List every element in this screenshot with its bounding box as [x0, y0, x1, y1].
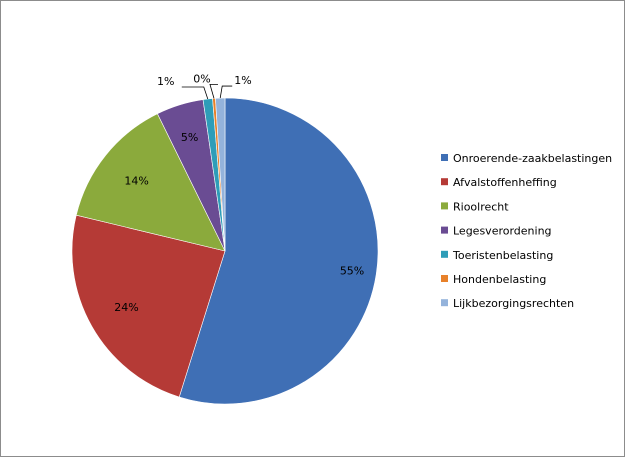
- data-label-rioolrecht: 14%: [124, 174, 148, 187]
- legend-label-hondenbelasting: Hondenbelasting: [453, 273, 546, 286]
- slice-rioolrecht: [75, 113, 226, 252]
- legend-label-onroerende-zaakbelastingen: Onroerende-zaakbelastingen: [453, 152, 612, 165]
- data-label-afvalstoffenheffing: 24%: [114, 301, 138, 314]
- data-label-onroerende-zaakbelastingen: 55%: [340, 264, 364, 277]
- slice-onroerende-zaakbelastingen: [178, 97, 379, 405]
- data-label-lijkbezorgingsrechten: 1%: [234, 74, 251, 87]
- leader-line-toeristenbelasting: [181, 86, 209, 100]
- legend-swatch-rioolrecht: [441, 202, 448, 210]
- legend-swatch-toeristenbelasting: [441, 250, 448, 258]
- data-label-hondenbelasting: 0%: [193, 72, 210, 85]
- legend-swatch-onroerende-zaakbelastingen: [441, 154, 448, 161]
- legend-swatch-hondenbelasting: [441, 275, 448, 282]
- legend: Onroerende-zaakbelastingen Afvalstoffenhe…: [441, 152, 612, 310]
- legend-label-rioolrecht: Rioolrecht: [453, 200, 509, 213]
- slice-afvalstoffenheffing: [71, 214, 226, 398]
- pie-slices: [71, 97, 379, 405]
- legend-label-toeristenbelasting: Toeristenbelasting: [452, 249, 553, 262]
- legend-swatch-afvalstoffenheffing: [441, 178, 448, 186]
- data-label-toeristenbelasting: 1%: [157, 75, 174, 88]
- legend-swatch-legesverordening: [441, 226, 448, 234]
- legend-label-afvalstoffenheffing: Afvalstoffenheffing: [453, 176, 557, 189]
- data-labels: 55% 24% 14% 5% 1% 0% 1%: [114, 72, 364, 313]
- legend-label-legesverordening: Legesverordening: [453, 225, 552, 238]
- legend-label-lijkbezorgingsrechten: Lijkbezorgingsrechten: [453, 297, 574, 310]
- leader-line-lijkbezorgingsrechten: [219, 85, 233, 99]
- legend-swatch-lijkbezorgingsrechten: [441, 299, 448, 307]
- data-label-legesverordening: 5%: [181, 131, 198, 144]
- leader-line-hondenbelasting: [209, 83, 218, 99]
- leader-lines: [181, 83, 233, 100]
